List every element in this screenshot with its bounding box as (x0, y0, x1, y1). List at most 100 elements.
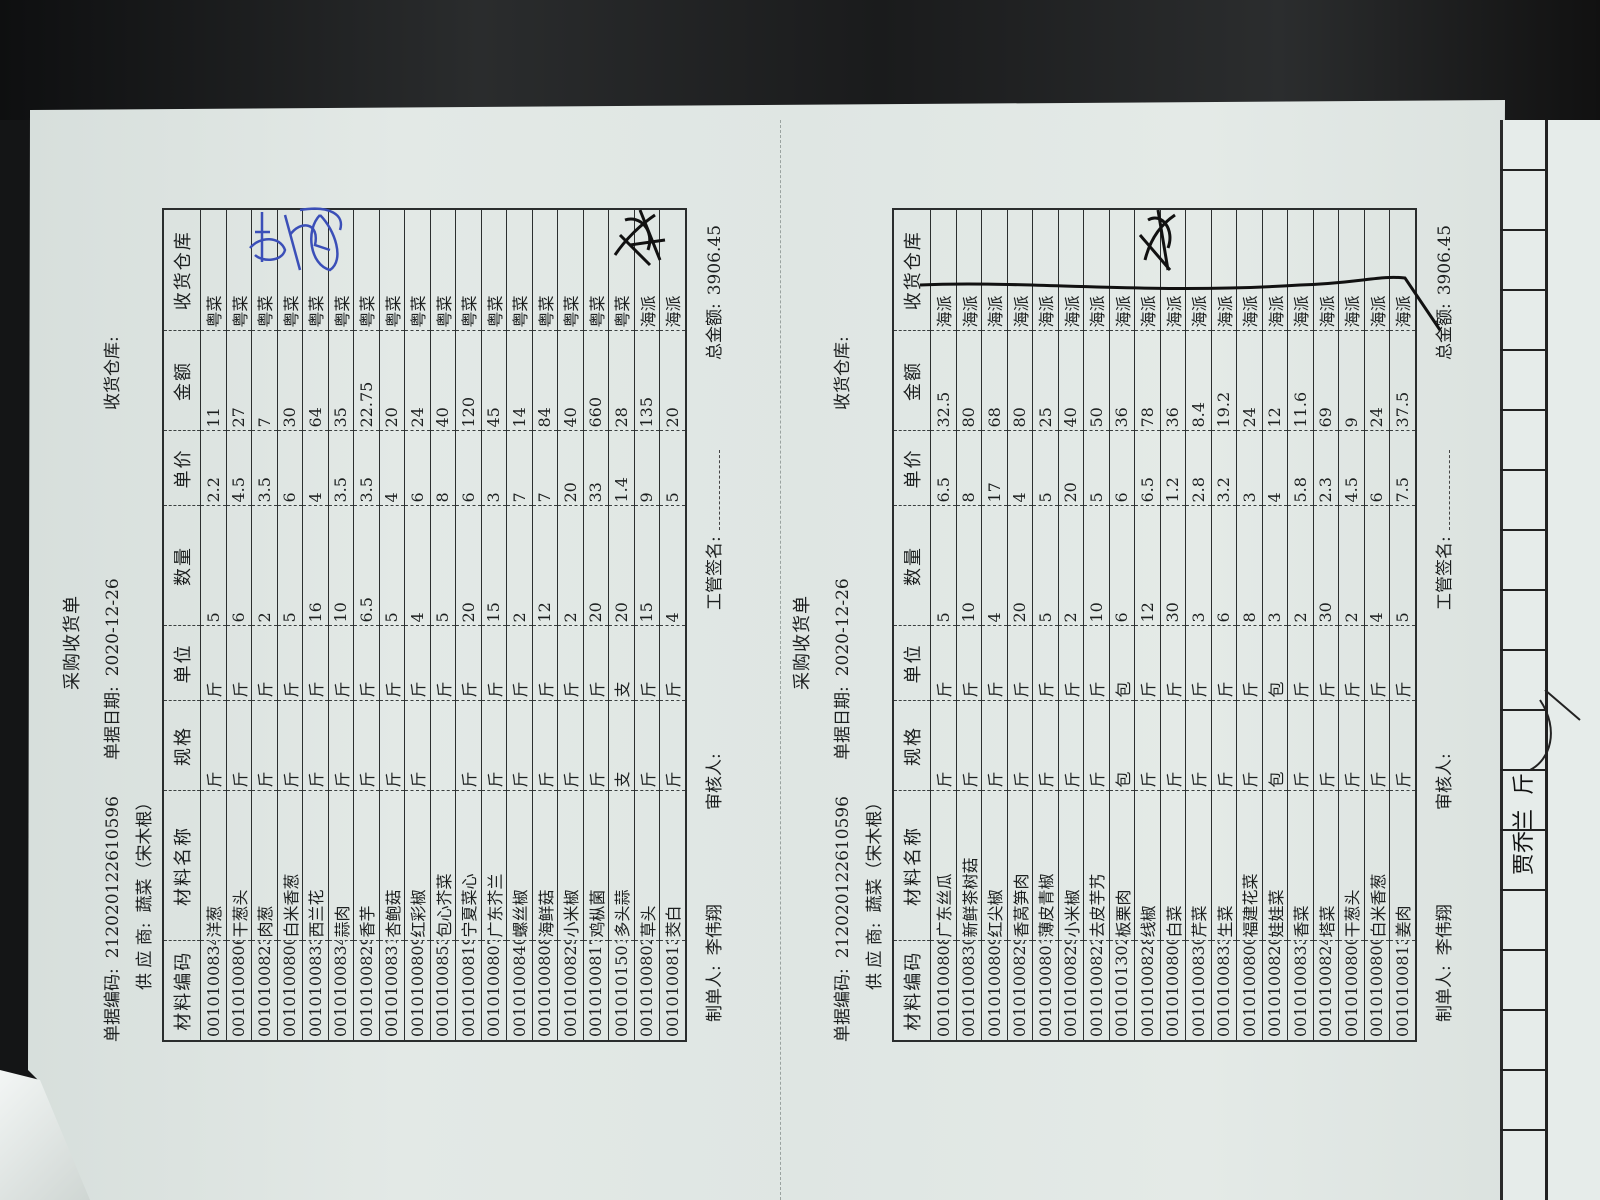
cell-unit-price: 6 (277, 431, 303, 506)
cell-quantity: 3 (1185, 506, 1211, 626)
cell-quantity: 2 (1058, 506, 1084, 626)
cell-unit-price: 5 (1032, 431, 1058, 506)
cell-unit-price: 3 (481, 431, 507, 506)
cell-spec: 斤 (277, 701, 303, 791)
cell-warehouse: 海派 (1262, 209, 1288, 331)
doc-number-label: 单据编码: (833, 968, 853, 1042)
cell-unit-price: 2.2 (200, 431, 226, 506)
cell-spec: 斤 (506, 701, 532, 791)
cell-amount: 660 (583, 331, 609, 431)
doc-date-label: 单据日期: (103, 686, 123, 760)
reviewer-label: 审核人: (1435, 753, 1455, 810)
cell-amount: 50 (1083, 331, 1109, 431)
supplier: 供 应 商: 蔬菜（宋木根） (130, 793, 155, 990)
cell-material-code: 0010100809 (404, 941, 430, 1041)
cell-unit-price: 4 (302, 431, 328, 506)
cell-spec: 支 (608, 701, 634, 791)
cell-unit: 斤 (1211, 626, 1237, 701)
cell-amount: 24 (404, 331, 430, 431)
cell-material-name: 鸡枞菌 (583, 791, 609, 941)
column-header-unit-price: 单价 (893, 431, 931, 506)
cell-quantity: 5 (200, 506, 226, 626)
cell-material-code: 0010101501 (608, 941, 634, 1041)
cell-material-code: 0010100800 (277, 941, 303, 1041)
cell-amount: 24 (1364, 331, 1390, 431)
cell-material-code: 0010100831 (379, 941, 405, 1041)
cell-quantity: 20 (583, 506, 609, 626)
doc-date-value: 2020-12-26 (103, 578, 123, 677)
cell-amount: 20 (379, 331, 405, 431)
doc-date-value: 2020-12-26 (833, 578, 853, 677)
table-row: 0010100833 香菜斤斤 2 5.8 11.6 海派 (1287, 209, 1313, 1041)
cell-quantity: 4 (659, 506, 686, 626)
cell-spec: 斤 (532, 701, 558, 791)
table-row: 0010100819 宁夏菜心斤斤 20 6 120 粤菜 (455, 209, 481, 1041)
cell-warehouse: 海派 (981, 209, 1007, 331)
cell-material-code: 0010100807 (481, 941, 507, 1041)
cell-amount: 7 (251, 331, 277, 431)
supplier-label: 供 应 商: (135, 922, 155, 990)
cell-amount: 80 (1007, 331, 1033, 431)
cell-amount: 37.5 (1389, 331, 1416, 431)
cell-material-name: 新鲜茶树菇 (956, 791, 982, 941)
cell-unit: 斤 (506, 626, 532, 701)
cell-unit-price: 3.5 (353, 431, 379, 506)
cell-unit-price: 2.8 (1185, 431, 1211, 506)
cell-material-name: 广东丝瓜 (930, 791, 956, 941)
supplier: 供 应 商: 蔬菜（宋木根） (860, 793, 885, 990)
cell-unit-price: 4 (1262, 431, 1288, 506)
items-table: 材料编码 材料名称 规格 单位 数量 单价 金额 收货仓库 0010100834 洋葱斤斤 5 2.2… (162, 208, 687, 1042)
cell-unit-price: 8 (956, 431, 982, 506)
cell-quantity: 4 (981, 506, 1007, 626)
cell-amount: 11 (200, 331, 226, 431)
cell-material-name: 肉葱 (251, 791, 277, 941)
cell-material-name: 红彩椒 (404, 791, 430, 941)
cell-warehouse: 粤菜 (608, 209, 634, 331)
cell-amount: 36 (1160, 331, 1186, 431)
table-row: 0010100840 螺丝椒斤斤 2 7 14 粤菜 (506, 209, 532, 1041)
cell-material-code: 0010100800 (1364, 941, 1390, 1041)
cell-spec: 斤 (956, 701, 982, 791)
column-header-material-code: 材料编码 (893, 941, 931, 1041)
cell-quantity: 6 (1109, 506, 1135, 626)
table-row: 0010100806 干葱头斤斤 6 4.5 27 粤菜 (226, 209, 252, 1041)
cell-spec: 斤 (1185, 701, 1211, 791)
cell-unit-price: 3.2 (1211, 431, 1237, 506)
cell-amount: 27 (226, 331, 252, 431)
cell-quantity: 5 (1032, 506, 1058, 626)
cell-material-name: 宁夏菜心 (455, 791, 481, 941)
cell-material-name: 线椒 (1134, 791, 1160, 941)
cell-warehouse: 粤菜 (379, 209, 405, 331)
cell-unit: 斤 (634, 626, 660, 701)
cell-material-name: 杏鲍菇 (379, 791, 405, 941)
cell-quantity: 5 (430, 506, 456, 626)
column-header-amount: 金额 (163, 331, 201, 431)
cell-amount: 8.4 (1185, 331, 1211, 431)
cell-material-name: 包心芥菜 (430, 791, 456, 941)
cell-material-name: 板栗肉 (1109, 791, 1135, 941)
cell-unit: 斤 (1007, 626, 1033, 701)
cell-material-name: 去皮芋艿 (1083, 791, 1109, 941)
cell-unit-price: 1.2 (1160, 431, 1186, 506)
cell-quantity: 12 (1134, 506, 1160, 626)
cell-spec: 斤 (634, 701, 660, 791)
doc-number: 单据编码: 212020122610596 (98, 796, 123, 1042)
cell-unit-price: 6.5 (930, 431, 956, 506)
table-row: 0010100824 塔菜斤斤 30 2.3 69 海派 (1313, 209, 1339, 1041)
cell-warehouse: 海派 (1007, 209, 1033, 331)
cell-amount: 78 (1134, 331, 1160, 431)
receipt-left: 采购收货单 单据编码:212020122610596 单据日期:2020-12-26… (50, 200, 770, 1050)
cell-quantity: 8 (1236, 506, 1262, 626)
table-row: 0010101501 多头蒜支支 20 1.4 28 粤菜 (608, 209, 634, 1041)
table-row: 0010100829 小米椒斤斤 2 20 40 粤菜 (557, 209, 583, 1041)
cell-unit-price: 7 (506, 431, 532, 506)
cell-material-name: 姜肉 (1389, 791, 1416, 941)
cell-material-code: 0010100819 (455, 941, 481, 1041)
cell-spec: 斤 (328, 701, 354, 791)
cell-unit-price: 6 (404, 431, 430, 506)
cell-unit-price: 5 (659, 431, 686, 506)
cell-material-code: 0010100853 (430, 941, 456, 1041)
cell-unit-price: 4.5 (226, 431, 252, 506)
cell-unit: 斤 (1287, 626, 1313, 701)
column-header-spec: 规格 (163, 701, 201, 791)
